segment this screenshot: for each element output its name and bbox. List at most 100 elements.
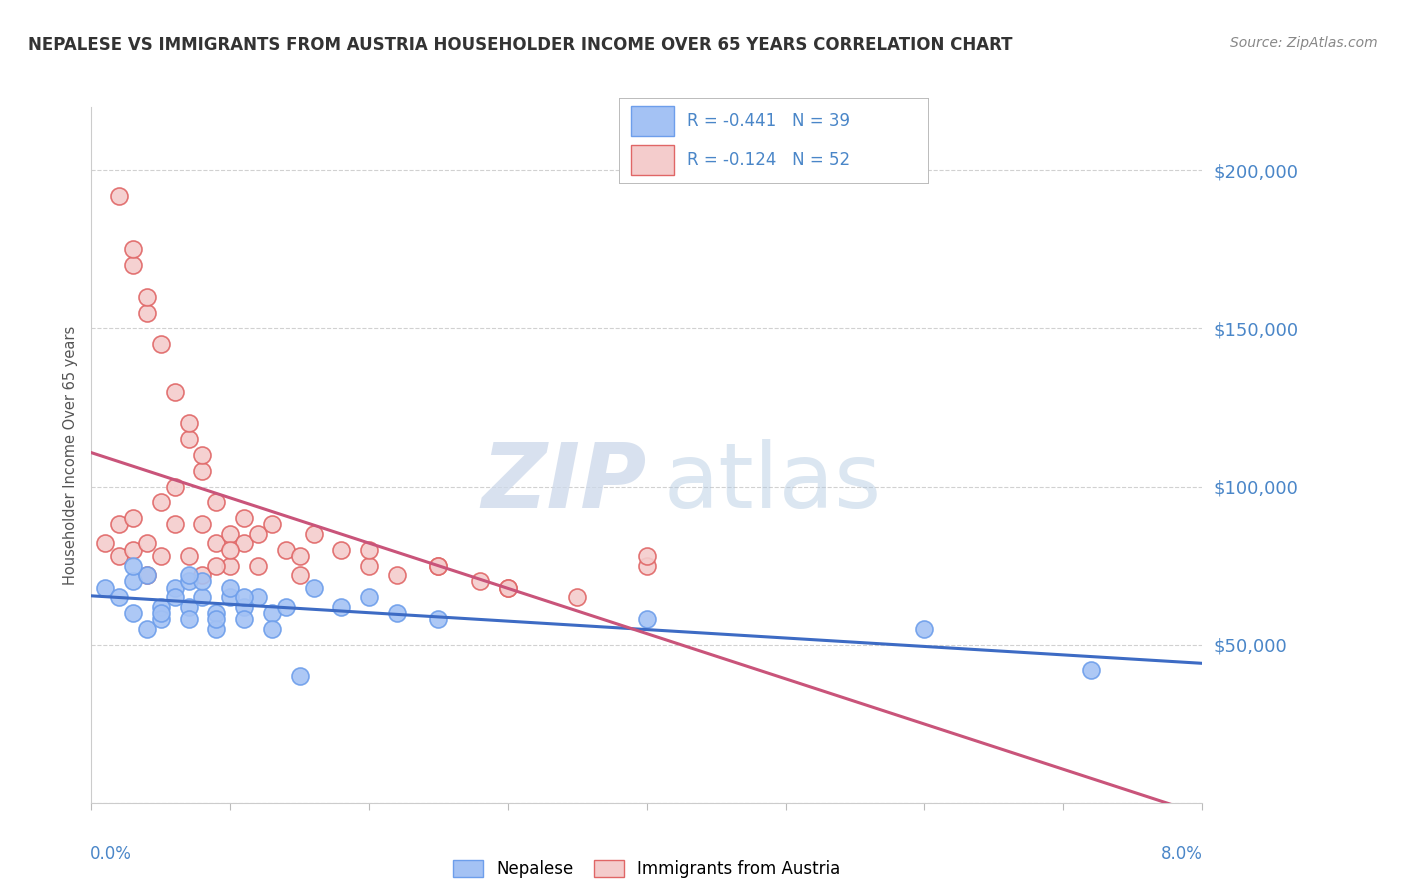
Y-axis label: Householder Income Over 65 years: Householder Income Over 65 years [63, 326, 79, 584]
Point [177, 417, 200, 431]
Text: R = -0.441   N = 39: R = -0.441 N = 39 [686, 112, 849, 130]
Point [274, 599, 297, 614]
Point [163, 479, 186, 493]
Point [191, 568, 214, 582]
Point [94, 536, 117, 550]
Point [191, 517, 214, 532]
Point [260, 622, 283, 636]
Point [122, 243, 145, 257]
Text: NEPALESE VS IMMIGRANTS FROM AUSTRIA HOUSEHOLDER INCOME OVER 65 YEARS CORRELATION: NEPALESE VS IMMIGRANTS FROM AUSTRIA HOUS… [28, 36, 1012, 54]
Point [219, 542, 242, 557]
Point [177, 549, 200, 563]
Point [149, 612, 172, 626]
Point [219, 581, 242, 595]
Point [108, 188, 131, 202]
Point [427, 558, 450, 573]
Point [219, 558, 242, 573]
Point [427, 558, 450, 573]
Point [302, 581, 325, 595]
Point [357, 542, 380, 557]
Text: R = -0.124   N = 52: R = -0.124 N = 52 [686, 151, 849, 169]
Point [122, 258, 145, 272]
Point [177, 612, 200, 626]
Point [122, 511, 145, 525]
Point [427, 612, 450, 626]
Point [219, 591, 242, 605]
Point [233, 536, 256, 550]
Point [135, 568, 157, 582]
Point [163, 517, 186, 532]
Point [191, 591, 214, 605]
Text: ZIP: ZIP [481, 439, 647, 527]
Point [122, 542, 145, 557]
Point [122, 606, 145, 620]
Point [260, 517, 283, 532]
Point [108, 591, 131, 605]
Point [496, 581, 519, 595]
Point [135, 536, 157, 550]
Point [247, 591, 270, 605]
Point [177, 574, 200, 589]
Point [288, 669, 311, 683]
Point [233, 612, 256, 626]
Point [302, 527, 325, 541]
Point [205, 622, 228, 636]
Point [135, 305, 157, 319]
Point [135, 290, 157, 304]
Point [177, 599, 200, 614]
Point [163, 384, 186, 399]
Point [149, 337, 172, 351]
Point [247, 558, 270, 573]
Point [108, 549, 131, 563]
Point [149, 549, 172, 563]
Point [385, 606, 408, 620]
Point [205, 612, 228, 626]
Point [468, 574, 491, 589]
Point [94, 581, 117, 595]
Point [177, 568, 200, 582]
Legend: Nepalese, Immigrants from Austria: Nepalese, Immigrants from Austria [453, 860, 841, 878]
Point [274, 542, 297, 557]
Point [330, 542, 353, 557]
Point [912, 622, 935, 636]
Point [149, 606, 172, 620]
Point [163, 581, 186, 595]
Point [357, 558, 380, 573]
Point [288, 549, 311, 563]
Point [205, 606, 228, 620]
Point [357, 591, 380, 605]
Point [163, 591, 186, 605]
Point [149, 599, 172, 614]
Point [108, 517, 131, 532]
Text: 8.0%: 8.0% [1161, 845, 1204, 863]
Point [1080, 663, 1102, 677]
Point [122, 558, 145, 573]
Point [330, 599, 353, 614]
Point [288, 568, 311, 582]
Point [260, 606, 283, 620]
Point [496, 581, 519, 595]
Point [233, 511, 256, 525]
Point [135, 622, 157, 636]
Point [191, 448, 214, 462]
Point [567, 591, 589, 605]
Point [205, 536, 228, 550]
Point [233, 599, 256, 614]
Text: atlas: atlas [664, 439, 882, 527]
Point [191, 574, 214, 589]
Point [122, 574, 145, 589]
Text: Source: ZipAtlas.com: Source: ZipAtlas.com [1230, 36, 1378, 50]
Point [219, 527, 242, 541]
FancyBboxPatch shape [631, 145, 675, 175]
Point [205, 495, 228, 509]
Point [636, 549, 658, 563]
Point [385, 568, 408, 582]
Point [177, 432, 200, 446]
Point [191, 464, 214, 478]
Point [205, 558, 228, 573]
Point [233, 591, 256, 605]
Point [636, 612, 658, 626]
Point [247, 527, 270, 541]
Text: 0.0%: 0.0% [90, 845, 132, 863]
Point [135, 568, 157, 582]
